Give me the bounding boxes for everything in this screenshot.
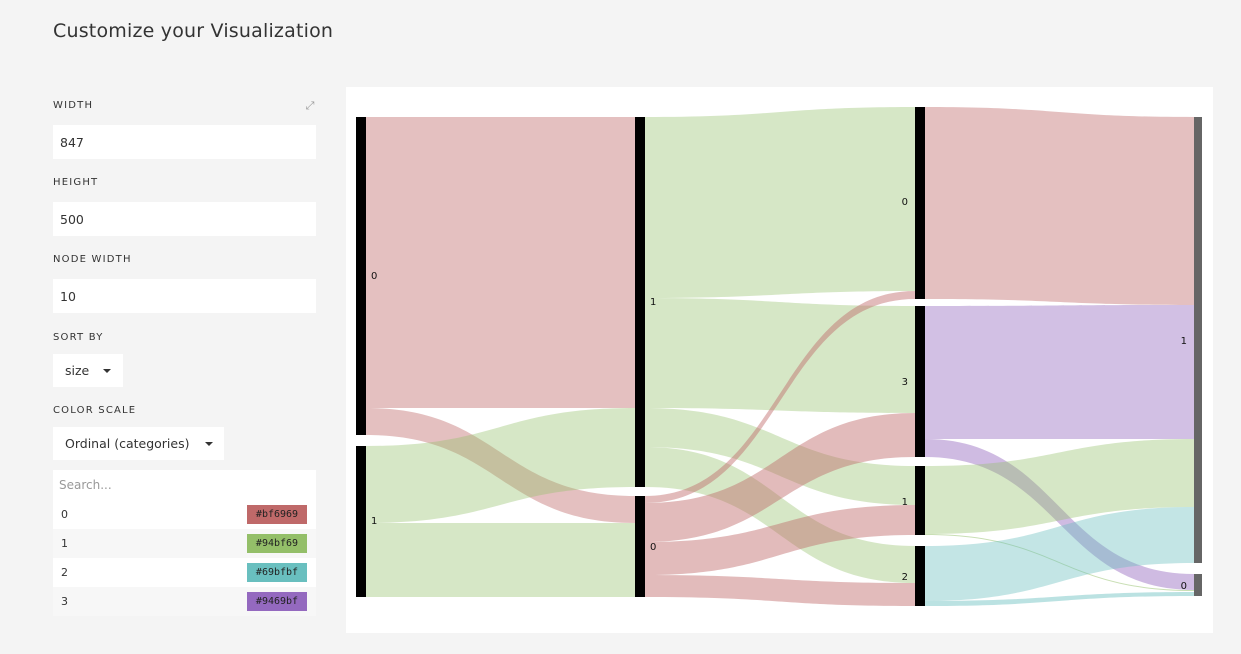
sankey-node[interactable] xyxy=(635,496,645,597)
sankey-link[interactable] xyxy=(925,592,1194,606)
sankey-chart-panel: 0 1 1 0 0 3 1 2 1 0 xyxy=(346,87,1213,633)
node-width-field: NODE WIDTH xyxy=(53,254,316,313)
sankey-link[interactable] xyxy=(645,413,915,542)
node-label: 1 xyxy=(1181,336,1187,347)
sankey-chart: 0 1 1 0 0 3 1 2 1 0 xyxy=(356,107,1202,606)
page-title: Customize your Visualization xyxy=(53,20,334,42)
sankey-link[interactable] xyxy=(925,107,1194,305)
color-row-label: 0 xyxy=(61,508,68,521)
sankey-link[interactable] xyxy=(925,439,1194,590)
color-swatch[interactable]: #69bfbf xyxy=(247,563,307,582)
sankey-node[interactable] xyxy=(915,306,925,457)
color-row: 1 #94bf69 xyxy=(53,529,316,558)
labels-layer: 0 1 1 0 0 3 1 2 1 0 xyxy=(371,197,1187,592)
node-width-input[interactable] xyxy=(53,279,316,313)
sankey-link[interactable] xyxy=(645,298,915,413)
sort-by-field: SORT BY size xyxy=(53,332,316,387)
sankey-node[interactable] xyxy=(915,107,925,299)
color-scale-value: Ordinal (categories) xyxy=(65,436,190,451)
color-list: 0 #bf6969 1 #94bf69 2 #69bfbf 3 #9469bf xyxy=(53,470,316,616)
sankey-link[interactable] xyxy=(645,291,915,503)
sankey-link[interactable] xyxy=(366,523,635,597)
sankey-link[interactable] xyxy=(645,107,915,298)
width-label: WIDTH xyxy=(53,100,94,111)
chevron-down-icon xyxy=(103,368,112,373)
node-label: 0 xyxy=(902,197,908,208)
expand-icon[interactable]: ⤢ xyxy=(305,99,315,112)
height-label: HEIGHT xyxy=(53,177,99,188)
sankey-link[interactable] xyxy=(925,305,1194,439)
sankey-link[interactable] xyxy=(645,447,915,583)
color-scale-select[interactable]: Ordinal (categories) xyxy=(53,427,225,460)
sankey-node[interactable] xyxy=(915,466,925,535)
sankey-link[interactable] xyxy=(925,507,1194,601)
color-swatch[interactable]: #94bf69 xyxy=(247,534,307,553)
nodes-layer xyxy=(356,107,1202,606)
sort-by-label: SORT BY xyxy=(53,332,104,343)
settings-panel: WIDTH ⤢ HEIGHT NODE WIDTH SORT BY size C… xyxy=(53,100,316,616)
width-input[interactable] xyxy=(53,125,316,159)
color-row: 0 #bf6969 xyxy=(53,500,316,529)
sankey-node[interactable] xyxy=(356,117,366,435)
color-row-label: 1 xyxy=(61,537,68,550)
sankey-link[interactable] xyxy=(645,408,915,505)
height-input[interactable] xyxy=(53,202,316,236)
width-field: WIDTH ⤢ xyxy=(53,100,316,159)
sankey-link[interactable] xyxy=(645,505,915,575)
node-label: 0 xyxy=(650,542,656,553)
node-label: 1 xyxy=(371,516,377,527)
color-row-label: 2 xyxy=(61,566,68,579)
links-layer-2 xyxy=(645,107,915,606)
sankey-link[interactable] xyxy=(925,534,1194,591)
color-scale-label: COLOR SCALE xyxy=(53,405,137,416)
sankey-node[interactable] xyxy=(356,446,366,597)
color-row: 3 #9469bf xyxy=(53,587,316,616)
sankey-link[interactable] xyxy=(925,439,1194,534)
sort-by-select[interactable]: size xyxy=(53,354,124,387)
color-swatch[interactable]: #9469bf xyxy=(247,592,307,611)
node-label: 0 xyxy=(1181,581,1187,592)
color-row: 2 #69bfbf xyxy=(53,558,316,587)
node-label: 1 xyxy=(650,297,656,308)
links-layer-1 xyxy=(366,117,635,597)
sort-by-value: size xyxy=(65,363,90,378)
sankey-link[interactable] xyxy=(366,408,635,523)
node-label: 1 xyxy=(902,497,908,508)
node-width-label: NODE WIDTH xyxy=(53,254,132,265)
sankey-link[interactable] xyxy=(366,408,635,523)
node-label: 0 xyxy=(371,271,377,282)
color-search-input[interactable] xyxy=(53,470,316,500)
color-swatch[interactable]: #bf6969 xyxy=(247,505,307,524)
chevron-down-icon xyxy=(205,441,214,446)
node-label: 2 xyxy=(902,572,908,583)
sankey-node[interactable] xyxy=(915,546,925,606)
node-label: 3 xyxy=(902,377,908,388)
height-field: HEIGHT xyxy=(53,177,316,236)
sankey-link[interactable] xyxy=(366,117,635,408)
links-layer-3 xyxy=(925,107,1194,606)
sankey-node[interactable] xyxy=(635,117,645,487)
sankey-node[interactable] xyxy=(1194,117,1202,563)
color-row-label: 3 xyxy=(61,595,68,608)
sankey-link[interactable] xyxy=(645,575,915,606)
sankey-node[interactable] xyxy=(1194,574,1202,596)
color-scale-field: COLOR SCALE Ordinal (categories) xyxy=(53,405,316,460)
